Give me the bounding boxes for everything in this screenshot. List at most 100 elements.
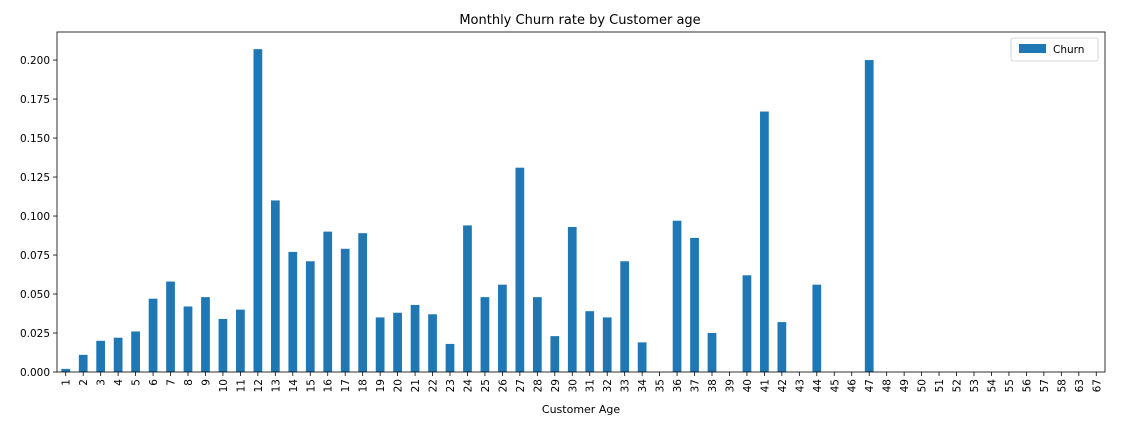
bar-age-33	[620, 261, 630, 372]
x-tick-label: 53	[969, 379, 981, 392]
x-tick-label: 14	[288, 379, 300, 393]
x-tick-label: 13	[270, 379, 282, 392]
plot-frame	[56, 31, 1106, 373]
y-tick-label: 0.000	[20, 367, 50, 379]
x-tick-label: 30	[567, 379, 579, 392]
legend-box	[1010, 37, 1099, 62]
x-tick-label: 31	[585, 379, 597, 392]
bar-age-31	[585, 311, 595, 372]
bar-age-13	[270, 200, 280, 372]
bar-age-22	[428, 314, 437, 372]
bar-age-7	[166, 281, 175, 372]
bars	[61, 49, 874, 372]
bar-age-25	[480, 297, 490, 372]
x-tick-label: 23	[445, 379, 457, 392]
bar-age-26	[498, 284, 507, 372]
bar-age-8	[183, 306, 193, 372]
y-tick-label: 0.050	[20, 289, 50, 301]
bar-age-3	[96, 340, 106, 372]
x-tick-label: 16	[323, 379, 335, 393]
x-tick-label: 41	[759, 379, 771, 392]
bar-age-47	[864, 60, 874, 372]
bar-age-40	[742, 275, 752, 372]
x-tick-label: 43	[794, 379, 806, 392]
x-tick-label: 50	[917, 379, 929, 392]
y-tick-label: 0.150	[20, 133, 50, 145]
y-tick-label: 0.025	[20, 328, 50, 340]
bar-age-37	[690, 237, 699, 372]
bar-age-2	[78, 354, 88, 372]
x-tick-label: 7	[166, 379, 178, 386]
bar-age-27	[515, 167, 525, 372]
y-tick-label: 0.125	[20, 172, 50, 184]
bar-age-11	[236, 309, 245, 372]
bar-age-29	[550, 336, 560, 372]
bar-age-19	[375, 317, 385, 372]
bar-age-44	[812, 284, 822, 372]
bar-age-28	[532, 297, 542, 372]
legend-label: Churn	[1053, 44, 1084, 56]
x-tick-label: 26	[497, 379, 509, 393]
x-tick-label: 49	[899, 379, 911, 392]
x-tick-label: 35	[655, 379, 667, 392]
x-tick-label: 18	[358, 379, 370, 392]
x-tick-label: 12	[253, 379, 265, 392]
bar-age-6	[148, 298, 158, 372]
x-tick-label: 38	[707, 379, 719, 392]
y-tick-label: 0.175	[20, 94, 50, 106]
bar-age-4	[113, 337, 123, 372]
legend-swatch	[1019, 44, 1046, 53]
x-tick-label: 19	[375, 379, 387, 392]
x-tick-label: 20	[393, 379, 405, 392]
y-tick-label: 0.200	[20, 55, 50, 67]
bar-age-24	[463, 225, 472, 372]
x-tick-label: 15	[305, 379, 317, 392]
x-tick-label: 67	[1091, 379, 1103, 392]
y-tick-label: 0.100	[20, 211, 50, 223]
x-tick-label: 40	[742, 379, 754, 392]
bar-age-9	[201, 297, 210, 372]
x-axis: 1 2 3 4 5 6 7 8 9 10 11 12 13 14 15 16 17 18 19 20 21 22 23 24 2…	[61, 372, 1103, 393]
x-tick-label: 8	[183, 379, 195, 386]
x-tick-label: 22	[428, 379, 440, 392]
x-tick-label: 44	[812, 379, 824, 393]
x-tick-label: 46	[847, 379, 859, 393]
x-tick-label: 45	[829, 379, 841, 392]
bar-age-34	[637, 342, 647, 372]
x-tick-label: 39	[724, 379, 736, 392]
x-tick-label: 47	[864, 379, 876, 392]
x-tick-label: 42	[777, 379, 789, 392]
bar-age-38	[707, 333, 717, 372]
x-tick-label: 58	[1056, 379, 1068, 392]
legend: Churn	[1010, 37, 1099, 62]
x-tick-label: 32	[602, 379, 614, 392]
x-tick-label: 37	[690, 379, 702, 392]
bar-age-41	[760, 111, 769, 372]
x-tick-label: 9	[200, 379, 212, 386]
bar-age-18	[358, 233, 368, 372]
x-tick-label: 2	[78, 379, 90, 386]
x-tick-label: 4	[113, 379, 125, 386]
x-tick-label: 29	[550, 379, 562, 392]
bar-age-10	[218, 318, 228, 372]
x-tick-label: 56	[1021, 379, 1033, 393]
bar-age-1	[61, 368, 71, 372]
x-tick-label: 1	[61, 379, 73, 386]
x-tick-label: 63	[1074, 379, 1086, 392]
x-tick-label: 6	[148, 379, 160, 386]
bar-age-42	[777, 322, 787, 372]
x-tick-label: 10	[218, 379, 230, 392]
x-tick-label: 55	[1004, 379, 1016, 392]
x-tick-label: 17	[340, 379, 352, 392]
x-tick-label: 57	[1039, 379, 1051, 392]
x-tick-label: 28	[532, 379, 544, 392]
x-tick-label: 27	[515, 379, 527, 392]
bar-age-30	[567, 226, 577, 372]
bar-age-14	[288, 251, 298, 372]
bar-age-36	[672, 220, 682, 372]
x-tick-label: 52	[952, 379, 964, 392]
x-tick-label: 54	[986, 379, 998, 393]
bar-age-12	[253, 49, 263, 372]
bar-age-17	[340, 248, 350, 372]
